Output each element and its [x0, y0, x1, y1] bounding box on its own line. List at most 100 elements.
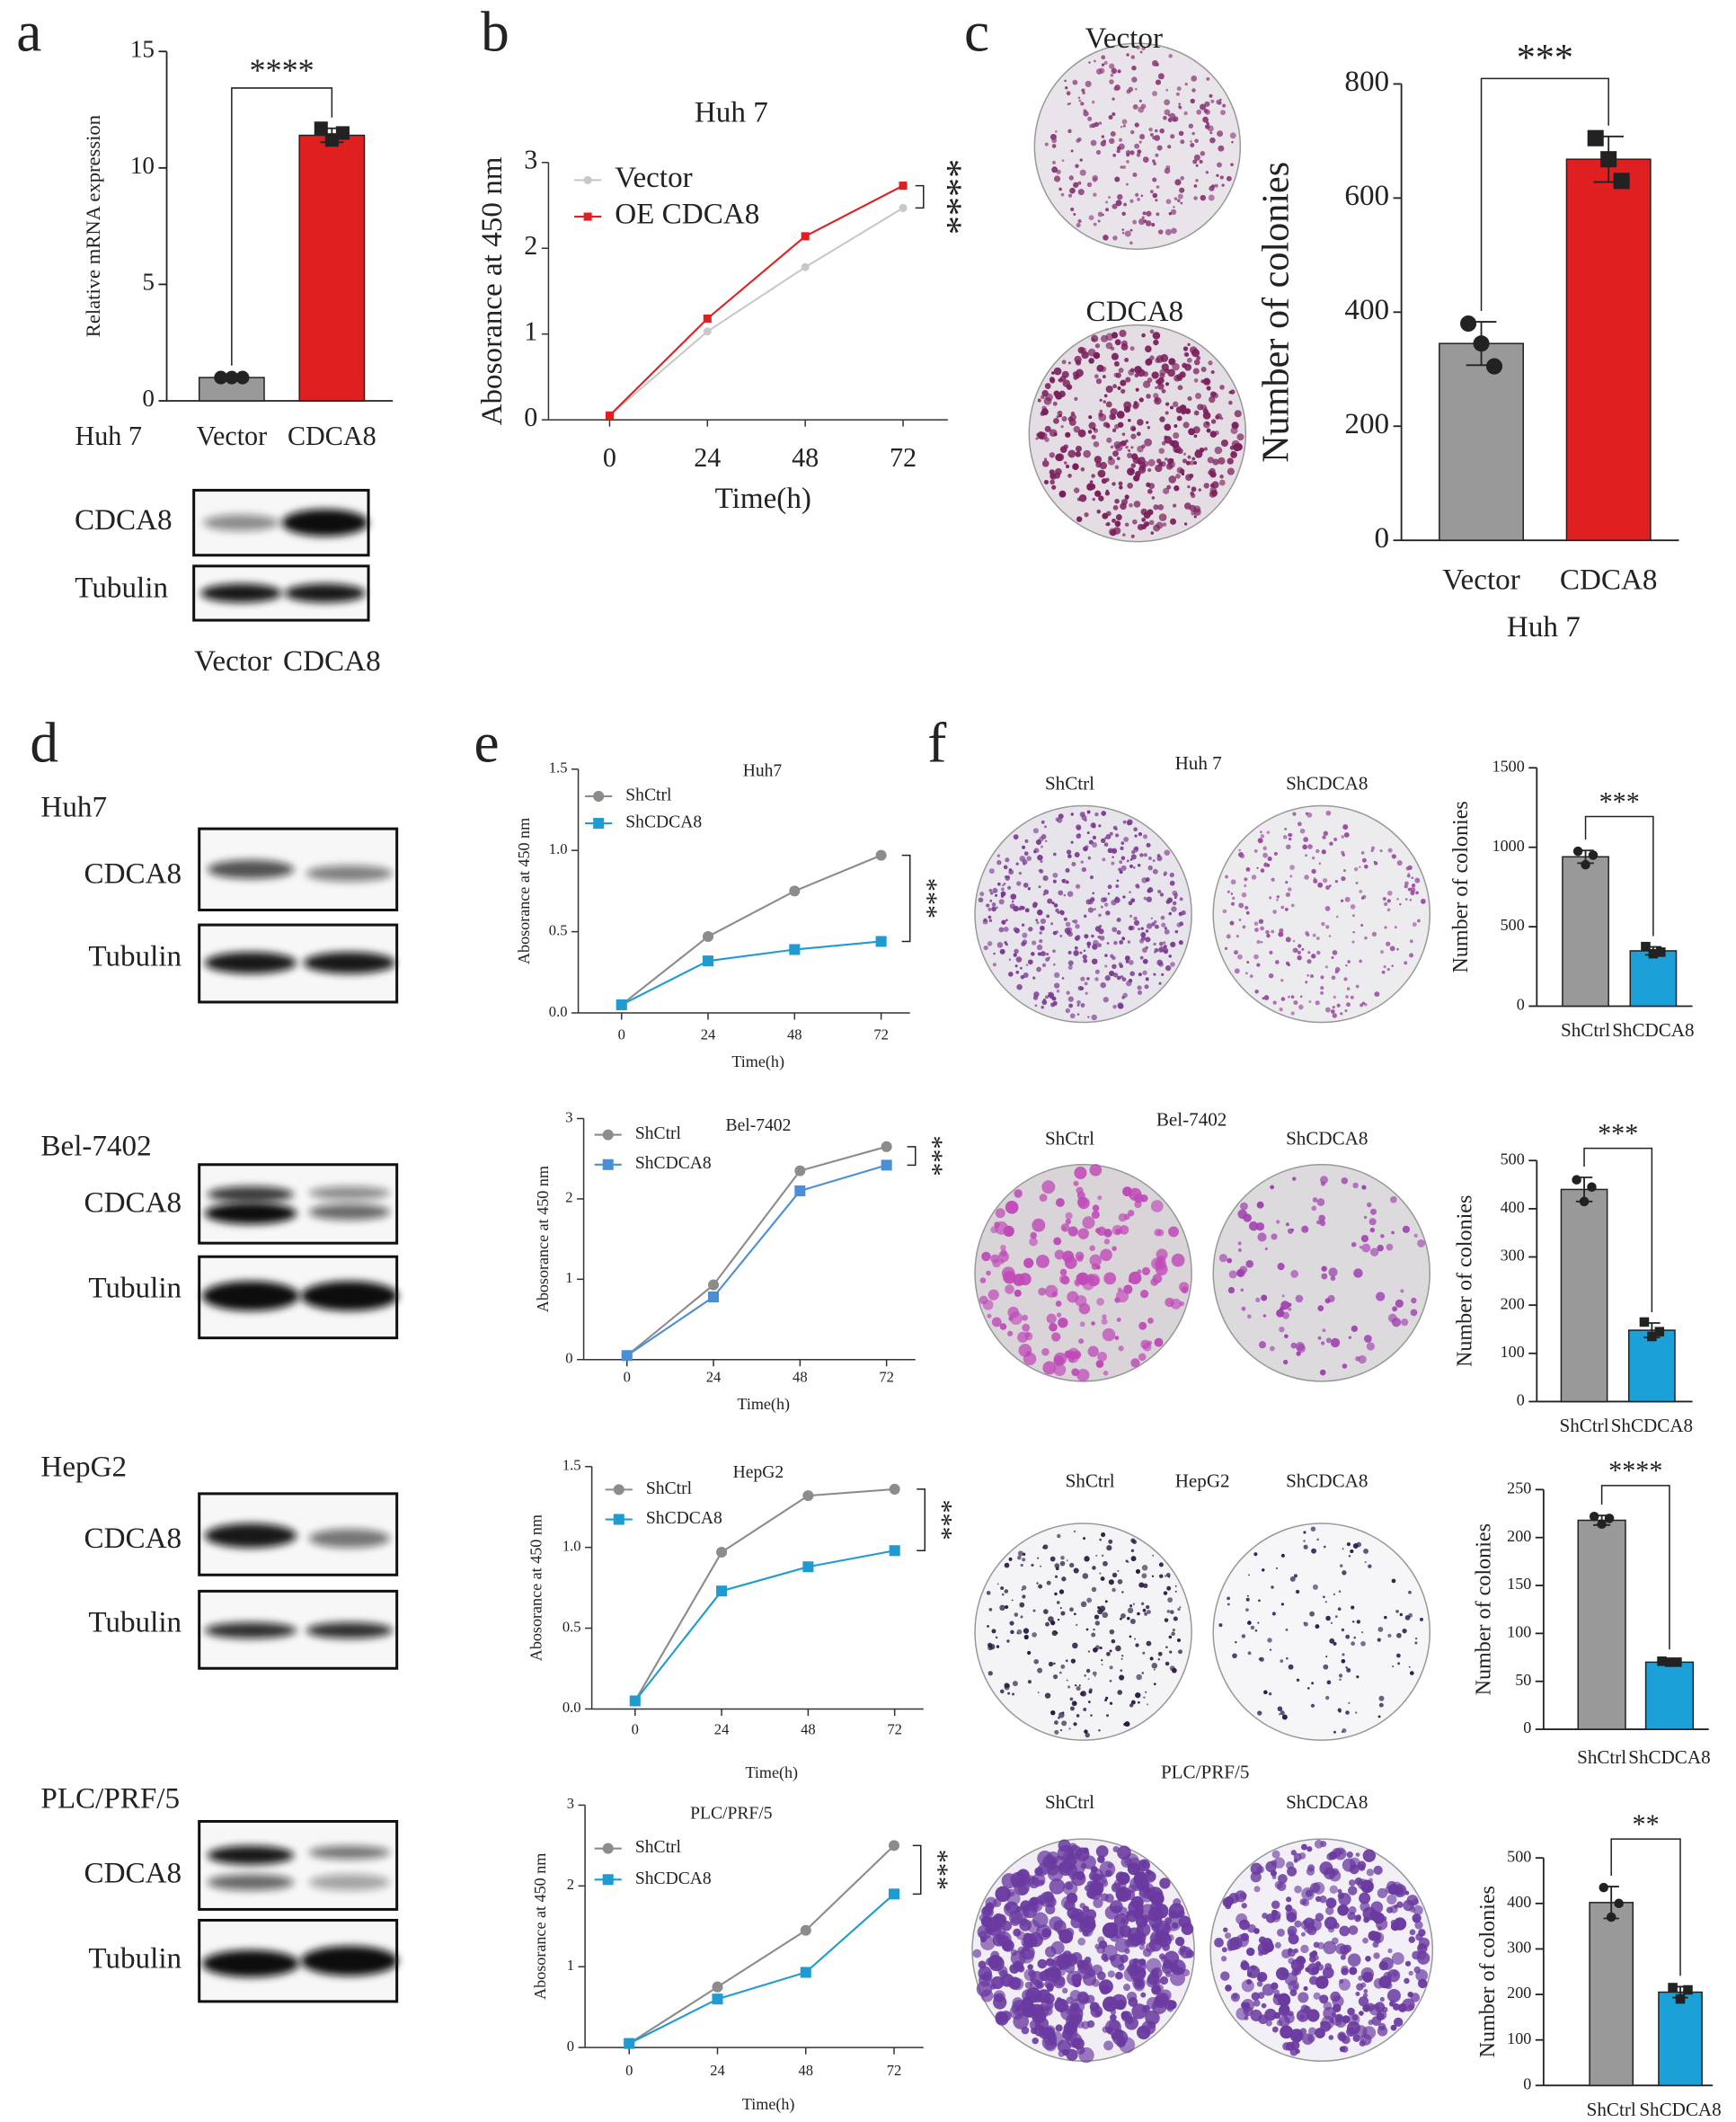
- colony: [1015, 964, 1018, 967]
- colony: [1362, 1972, 1373, 1983]
- legend-marker: [584, 213, 592, 221]
- colony: [1322, 835, 1325, 839]
- colony: [1083, 1537, 1085, 1540]
- plate-label: ShCtrl: [1045, 1127, 1094, 1149]
- colony: [1121, 857, 1125, 860]
- colony: [1034, 1867, 1043, 1876]
- colony: [1332, 1938, 1339, 1945]
- data-point: [622, 1350, 633, 1361]
- data-point: [708, 1280, 719, 1291]
- colony: [1167, 1610, 1171, 1613]
- colony: [1051, 1941, 1065, 1955]
- colony: [1342, 824, 1348, 830]
- colony: [1367, 1869, 1374, 1876]
- colony: [1131, 1700, 1136, 1705]
- colony: [1254, 928, 1259, 932]
- colony: [1282, 1714, 1288, 1719]
- y-tick-label: 0: [1523, 1718, 1531, 1736]
- colony: [1202, 117, 1209, 123]
- colony: [1155, 948, 1159, 953]
- colony: [1352, 1620, 1355, 1623]
- data-point: [1460, 315, 1476, 332]
- colony: [1257, 1232, 1266, 1241]
- y-tick-label: 3: [524, 145, 537, 175]
- colony: [1059, 1589, 1064, 1594]
- colony: [1132, 404, 1138, 409]
- colony: [1036, 1582, 1038, 1584]
- colony: [1168, 1576, 1170, 1577]
- colony: [1291, 1850, 1297, 1855]
- colony: [1349, 1336, 1351, 1338]
- data-point: [1668, 1983, 1678, 1993]
- colony: [1078, 986, 1083, 990]
- colony: [1271, 1233, 1277, 1239]
- blot-band: [301, 1946, 398, 1976]
- colony: [1358, 1878, 1368, 1889]
- colony: [1026, 1262, 1032, 1267]
- colony: [1227, 1946, 1233, 1951]
- blot-row-label: Tubulin: [88, 1941, 182, 1975]
- colony: [1131, 66, 1136, 70]
- colony: [1267, 1638, 1271, 1642]
- colony: [1165, 1662, 1170, 1666]
- colony: [1114, 176, 1120, 182]
- colony: [1195, 179, 1199, 182]
- colony: [1054, 1353, 1067, 1365]
- colony: [1345, 964, 1347, 966]
- colony: [1152, 496, 1156, 500]
- colony: [1289, 2011, 1294, 2016]
- colony: [1377, 1926, 1382, 1931]
- colony: [1131, 453, 1138, 459]
- colony: [1333, 1731, 1336, 1734]
- data-point: [1587, 1182, 1597, 1192]
- colony: [1194, 515, 1197, 518]
- colony: [1158, 1658, 1160, 1660]
- legend-marker: [584, 176, 592, 184]
- colony: [1208, 360, 1212, 365]
- colony: [1313, 1197, 1318, 1203]
- colony: [1159, 129, 1165, 134]
- colony: [1134, 144, 1139, 149]
- colony: [997, 942, 1004, 948]
- blot-band: [285, 583, 366, 602]
- colony: [1060, 1561, 1066, 1567]
- colony: [1117, 880, 1120, 883]
- y-axis-label: Number of colonies: [1449, 801, 1473, 972]
- y-tick-label: 200: [1344, 407, 1389, 440]
- colony: [1208, 457, 1214, 463]
- y-tick-label: 100: [1507, 1623, 1531, 1641]
- colony: [1148, 857, 1152, 860]
- colony: [1294, 1859, 1298, 1863]
- colony: [1100, 982, 1106, 989]
- colony: [1244, 884, 1246, 887]
- bar: [1646, 1662, 1694, 1729]
- colony: [1152, 178, 1156, 182]
- colony: [1054, 432, 1058, 436]
- colony: [1342, 2015, 1350, 2023]
- colony: [1140, 1290, 1148, 1298]
- colony: [1387, 1634, 1391, 1638]
- colony: [1105, 491, 1110, 495]
- colony: [1104, 954, 1108, 957]
- x-tick-label: 24: [710, 2062, 725, 2079]
- colony: [1089, 1691, 1093, 1694]
- colony: [1081, 860, 1084, 863]
- colony: [1122, 432, 1126, 436]
- colony: [1117, 194, 1122, 200]
- colony: [1085, 81, 1092, 87]
- colony: [1129, 960, 1134, 965]
- colony: [1060, 425, 1063, 428]
- colony: [1280, 1968, 1288, 1976]
- colony: [1179, 188, 1184, 193]
- colony: [1342, 1731, 1343, 1733]
- colony: [1227, 891, 1230, 893]
- colony: [1091, 935, 1094, 938]
- colony: [1320, 1841, 1326, 1847]
- colony: [992, 1317, 1002, 1327]
- colony: [1014, 1189, 1023, 1198]
- colony: [1071, 1974, 1081, 1984]
- data-point: [802, 1490, 813, 1501]
- colony: [1040, 1971, 1050, 1981]
- colony: [1159, 373, 1165, 378]
- colony: [1133, 866, 1136, 869]
